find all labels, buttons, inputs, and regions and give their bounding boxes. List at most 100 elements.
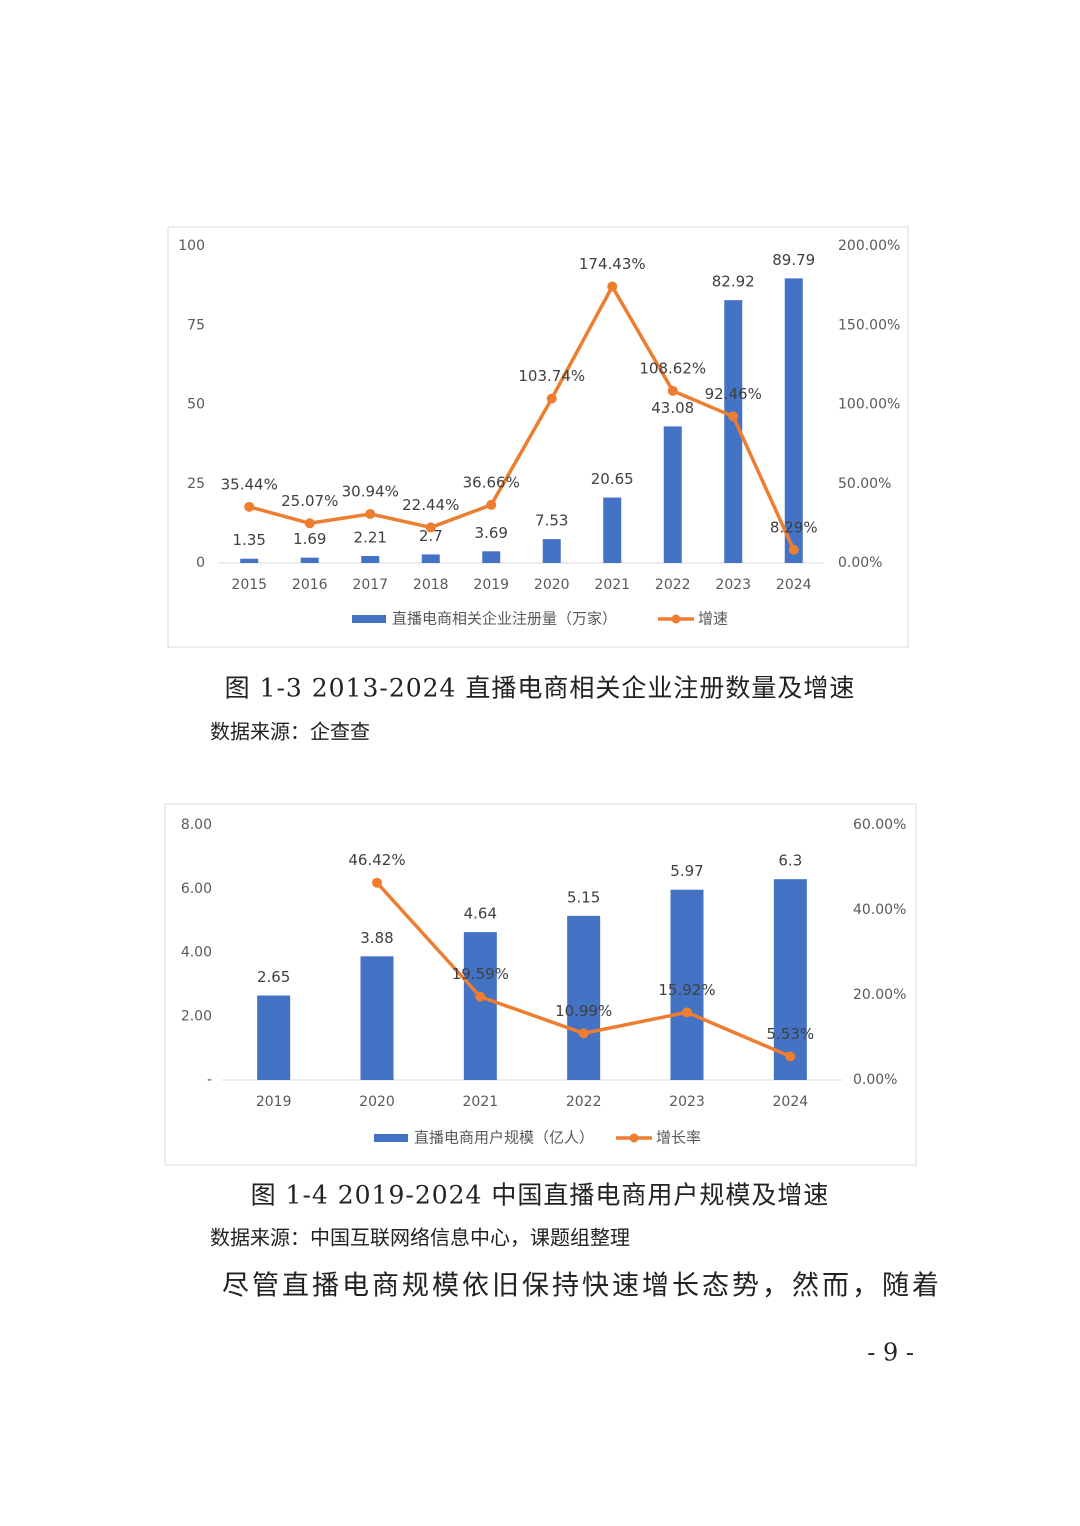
data-label: 6.3	[778, 852, 802, 870]
x-tick-label: 2021	[594, 577, 630, 593]
data-label: 43.08	[651, 399, 694, 417]
line-point	[372, 877, 382, 888]
y-tick-label: 0	[196, 555, 205, 571]
y2-tick-label: 100.00%	[838, 397, 900, 413]
bar	[724, 300, 743, 563]
y-tick-label: 6.00	[181, 881, 212, 897]
x-tick-label: 2023	[715, 577, 751, 593]
x-tick-label: 2024	[776, 577, 812, 593]
data-label: 5.97	[670, 862, 703, 880]
data-label: 82.92	[712, 273, 755, 291]
figure-source: 数据来源：中国互联网络信息中心，课题组整理	[210, 1226, 630, 1250]
data-label: 103.74%	[518, 367, 585, 385]
data-label: 3.88	[360, 929, 393, 947]
data-label: 1.35	[233, 531, 266, 549]
x-tick-label: 2022	[566, 1094, 602, 1110]
line-point	[728, 411, 739, 422]
page-number: - 9 -	[867, 1339, 914, 1367]
y2-tick-label: 150.00%	[838, 317, 900, 333]
y-tick-label: 2.00	[181, 1008, 212, 1024]
data-label: 36.66%	[463, 473, 520, 491]
chart-frame	[167, 226, 909, 648]
x-tick-label: 2018	[413, 577, 449, 593]
x-tick-label: 2022	[655, 577, 691, 593]
x-tick-label: 2020	[534, 577, 570, 593]
line-point	[546, 393, 557, 404]
data-label: 3.69	[475, 524, 508, 542]
line-point	[682, 1007, 692, 1018]
y2-tick-label: 40.00%	[853, 902, 906, 918]
bar	[773, 879, 807, 1080]
data-label: 25.07%	[281, 492, 338, 510]
line-point	[486, 499, 497, 510]
data-label: 2.21	[354, 528, 387, 546]
bar	[784, 278, 803, 563]
x-tick-label: 2024	[773, 1094, 809, 1110]
y2-tick-label: 0.00%	[838, 555, 882, 571]
chart-frame	[164, 803, 917, 1166]
figure-caption: 图 1-3 2013-2024 直播电商相关企业注册数量及增速	[225, 674, 856, 703]
line-point	[667, 385, 678, 396]
y-tick-label: -	[207, 1072, 212, 1088]
legend-label: 直播电商相关企业注册量（万家）	[392, 610, 617, 628]
data-label: 35.44%	[221, 475, 278, 493]
data-label: 1.69	[293, 530, 326, 548]
line	[248, 284, 796, 551]
line-point	[607, 281, 618, 292]
y-tick-label: 75	[187, 317, 205, 333]
data-label: 46.42%	[348, 851, 405, 869]
bar	[567, 915, 601, 1080]
line-point	[475, 991, 486, 1002]
x-tick-label: 2021	[463, 1094, 499, 1110]
bar	[463, 932, 497, 1080]
bar	[360, 956, 394, 1080]
x-tick-label: 2023	[669, 1094, 705, 1110]
line-point	[425, 522, 436, 533]
x-tick-label: 2020	[359, 1094, 395, 1110]
legend-swatch	[352, 615, 386, 623]
legend-swatch	[374, 1134, 408, 1142]
data-label: 108.62%	[639, 359, 706, 377]
legend-label: 增长率	[656, 1129, 701, 1147]
data-label: 22.44%	[402, 496, 459, 514]
data-label: 19.59%	[452, 965, 509, 983]
bar	[257, 995, 291, 1080]
data-label: 30.94%	[342, 482, 399, 500]
x-tick-label: 2016	[292, 577, 328, 593]
bar	[361, 555, 380, 563]
legend-swatch	[671, 614, 681, 624]
line-point	[304, 518, 315, 529]
y-tick-label: 25	[187, 476, 205, 492]
y-tick-label: 50	[187, 397, 205, 413]
data-label: 89.79	[772, 251, 815, 269]
bar	[670, 889, 704, 1080]
data-label: 5.53%	[767, 1025, 815, 1043]
data-label: 4.64	[464, 905, 497, 923]
y2-tick-label: 50.00%	[838, 476, 891, 492]
y-tick-label: 4.00	[181, 945, 212, 961]
line-point	[785, 1051, 796, 1062]
x-tick-label: 2019	[473, 577, 509, 593]
x-tick-label: 2019	[256, 1094, 292, 1110]
x-tick-label: 2015	[231, 577, 267, 593]
data-label: 10.99%	[555, 1002, 612, 1020]
y2-tick-label: 20.00%	[853, 987, 906, 1003]
data-label: 20.65	[591, 470, 634, 488]
y2-tick-label: 200.00%	[838, 238, 900, 254]
legend-label: 直播电商用户规模（亿人）	[414, 1129, 594, 1147]
figure-source: 数据来源：企查查	[210, 720, 370, 744]
y-tick-label: 8.00	[181, 817, 212, 833]
body-text: 尽管直播电商规模依旧保持快速增长态势，然而，随着	[222, 1271, 942, 1302]
x-tick-label: 2017	[352, 577, 388, 593]
bar	[240, 558, 259, 563]
line-point	[578, 1028, 589, 1039]
figure-caption: 图 1-4 2019-2024 中国直播电商用户规模及增速	[251, 1181, 830, 1210]
y2-tick-label: 0.00%	[853, 1072, 897, 1088]
bar	[542, 539, 561, 563]
bar	[663, 426, 682, 563]
line-point	[244, 501, 255, 512]
y2-tick-label: 60.00%	[853, 817, 906, 833]
data-label: 7.53	[535, 512, 568, 530]
